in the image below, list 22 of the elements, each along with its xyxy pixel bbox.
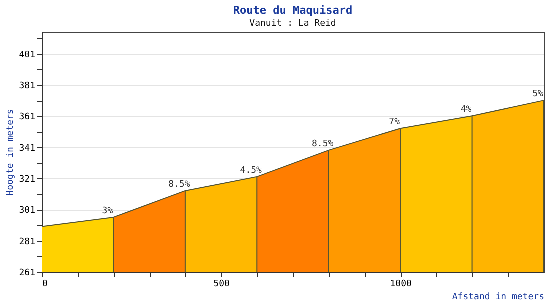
y-tick-label: 381 — [19, 81, 36, 92]
y-tick-label: 321 — [19, 174, 36, 185]
chart-title: Route du Maquisard — [233, 4, 353, 17]
y-tick-label: 341 — [19, 144, 36, 154]
x-tick-label: 0 — [42, 280, 48, 290]
annotation: 3% — [102, 206, 114, 216]
annotation: 7% — [389, 118, 401, 128]
y-tick-label: 301 — [19, 206, 36, 216]
y-tick-label: 281 — [19, 237, 36, 248]
annotation: 4.5% — [240, 166, 263, 176]
y-tick-label: 261 — [19, 268, 36, 278]
chart-subtitle: Vanuit : La Reid — [250, 19, 336, 29]
annotation: 8.5% — [312, 139, 334, 150]
x-tick-label: 1000 — [390, 280, 412, 290]
annotation: 8.5% — [168, 180, 191, 190]
annotation: 5% — [532, 90, 544, 100]
annotation: 4% — [460, 105, 472, 116]
x-axis-title: Afstand in meters — [452, 292, 544, 302]
x-tick-label: 500 — [214, 280, 230, 290]
y-tick-label: 361 — [19, 112, 36, 123]
y-axis-title: Hoogte in meters — [6, 109, 16, 196]
y-tick-label: 401 — [19, 50, 36, 60]
